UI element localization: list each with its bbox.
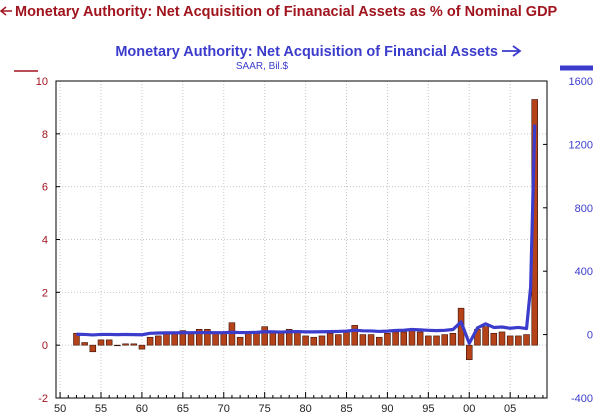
bar-series [73, 99, 538, 360]
bar-2002 [482, 326, 489, 346]
bar-2007 [523, 334, 530, 346]
bar-1955 [97, 339, 105, 346]
bar-1983 [326, 332, 334, 346]
x-tick-label: 70 [218, 403, 230, 415]
left-axis: -2 0 2 4 6 8 10 [36, 76, 60, 405]
right-axis-subtitle: SAAR, Bil.$ [236, 61, 289, 72]
x-tick-label: 65 [177, 403, 189, 415]
right-axis-title: Monetary Authority: Net Acquisition of F… [115, 44, 498, 60]
bar-1993 [408, 329, 416, 346]
bar-1957 [114, 344, 121, 347]
bar-1991 [392, 331, 399, 346]
bar-1988 [367, 334, 375, 346]
right-tick-label: 0 [587, 330, 593, 342]
bar-2006 [515, 335, 522, 346]
bar-1996 [433, 335, 440, 346]
left-tick-label: 6 [42, 182, 48, 194]
bar-1978 [285, 329, 293, 346]
x-tick-label: 50 [54, 403, 66, 415]
right-title-group: Monetary Authority: Net Acquisition of F… [115, 44, 522, 72]
bar-2003 [490, 332, 498, 346]
bar-1997 [441, 334, 448, 346]
bar-1998 [449, 332, 457, 346]
right-tick-label: 800 [575, 203, 593, 215]
line-series [76, 124, 537, 345]
bar-1959 [130, 343, 137, 346]
bar-1958 [122, 343, 129, 346]
x-axis: 50 55 60 65 70 75 80 85 90 95 00 05 [54, 392, 544, 415]
right-tick-label: 1600 [569, 76, 593, 88]
gridlines [56, 81, 547, 398]
bar-1965 [179, 330, 187, 346]
left-tick-label: 10 [36, 76, 48, 88]
left-tick-label: 0 [42, 340, 48, 352]
left-title-group: Monetary Authority: Net Acquisition of F… [0, 4, 558, 20]
bar-2004 [498, 331, 506, 346]
line-series-group [76, 124, 537, 345]
bar-1989 [375, 336, 383, 346]
bar-1982 [318, 335, 326, 346]
bar-1962 [155, 335, 162, 346]
bar-1960 [138, 344, 146, 350]
bar-1964 [171, 332, 178, 346]
bar-1977 [277, 331, 285, 346]
bar-1963 [163, 332, 170, 346]
bar-1994 [416, 331, 424, 346]
bar-1985 [343, 330, 350, 346]
bar-2000 [466, 344, 473, 360]
left-tick-label: 8 [42, 129, 48, 141]
bar-1992 [400, 331, 408, 346]
left-arrow-head-icon [0, 6, 7, 16]
x-tick-label: 75 [259, 403, 271, 415]
right-axis: -400 0 400 800 1200 1600 [543, 76, 593, 405]
bar-1975 [261, 326, 268, 346]
x-tick-label: 55 [95, 403, 107, 415]
x-tick-label: 05 [504, 403, 516, 415]
bar-1961 [146, 336, 154, 346]
bar-1956 [105, 339, 113, 346]
x-tick-label: 85 [340, 403, 352, 415]
right-tick-label: -400 [571, 393, 593, 405]
left-tick-label: 4 [42, 235, 48, 247]
x-tick-label: 95 [422, 403, 434, 415]
bar-1990 [384, 332, 391, 346]
right-tick-label: 400 [575, 266, 593, 278]
bar-1967 [195, 329, 203, 346]
bar-1995 [425, 335, 432, 346]
left-tick-label: 2 [42, 287, 48, 299]
bar-1953 [81, 342, 88, 346]
bar-1954 [89, 344, 97, 353]
bar-1972 [236, 336, 244, 346]
x-tick-label: 00 [463, 403, 475, 415]
x-tick-label: 60 [136, 403, 148, 415]
bar-1986 [351, 325, 358, 346]
bar-1984 [335, 334, 342, 346]
bar-1968 [204, 329, 211, 346]
bar-1980 [302, 335, 309, 346]
bar-1987 [359, 334, 367, 346]
bar-2005 [506, 335, 514, 346]
left-axis-title: Monetary Authority: Net Acquisition of F… [15, 4, 558, 20]
x-tick-label: 80 [299, 403, 311, 415]
left-tick-label: -2 [38, 393, 48, 405]
bar-1973 [245, 332, 252, 346]
x-tick-label: 90 [381, 403, 393, 415]
bar-1981 [310, 336, 318, 346]
bar-1952 [73, 332, 80, 346]
right-arrow-head-icon [512, 45, 522, 57]
bar-1976 [269, 331, 277, 346]
right-tick-label: 1200 [569, 139, 593, 151]
